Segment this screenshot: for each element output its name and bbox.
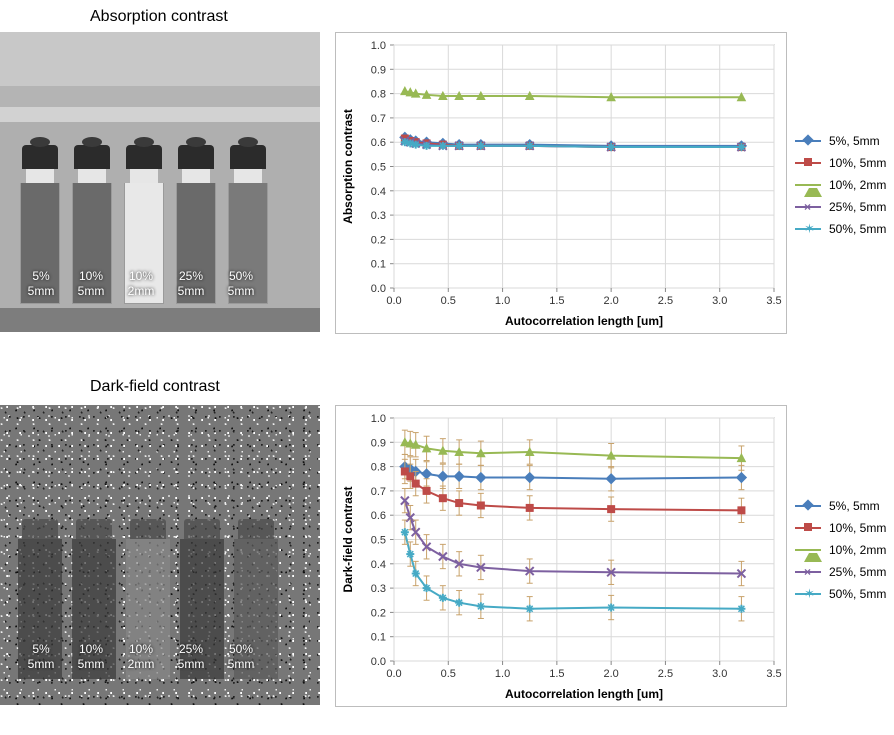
absorption-photo: 5%5mm10%5mm10%2mm25%5mm50%5mm bbox=[0, 32, 320, 332]
svg-text:1.5: 1.5 bbox=[549, 295, 564, 307]
svg-text:0.6: 0.6 bbox=[371, 510, 386, 522]
svg-text:0.5: 0.5 bbox=[441, 668, 456, 680]
svg-text:0.7: 0.7 bbox=[371, 486, 386, 498]
darkfield-legend: 5%, 5mm 10%, 5mm 10%, 2mm ×25%, 5mm✶50%, 5m… bbox=[795, 495, 886, 605]
legend-label: 50%, 5mm bbox=[829, 587, 886, 601]
legend-item: 10%, 2mm bbox=[795, 539, 886, 561]
svg-text:1.0: 1.0 bbox=[495, 295, 510, 307]
svg-text:0.4: 0.4 bbox=[371, 186, 386, 198]
darkfield-title: Dark-field contrast bbox=[90, 378, 220, 396]
legend-item: 5%, 5mm bbox=[795, 130, 886, 152]
absorption-title: Absorption contrast bbox=[90, 8, 228, 26]
svg-text:3.0: 3.0 bbox=[712, 295, 727, 307]
legend-label: 25%, 5mm bbox=[829, 200, 886, 214]
svg-text:0.5: 0.5 bbox=[441, 295, 456, 307]
svg-text:2.0: 2.0 bbox=[603, 295, 618, 307]
sample-label: 10%2mm bbox=[116, 269, 166, 299]
svg-text:0.8: 0.8 bbox=[371, 89, 386, 101]
svg-text:0.1: 0.1 bbox=[371, 632, 386, 644]
svg-text:0.0: 0.0 bbox=[386, 295, 401, 307]
sample-label: 10%5mm bbox=[66, 642, 116, 672]
svg-text:3.5: 3.5 bbox=[766, 295, 781, 307]
legend-item: 10%, 2mm bbox=[795, 174, 886, 196]
svg-text:Absorption contrast: Absorption contrast bbox=[341, 109, 355, 224]
svg-text:0.9: 0.9 bbox=[371, 64, 386, 76]
svg-text:1.0: 1.0 bbox=[371, 40, 386, 52]
svg-text:0.8: 0.8 bbox=[371, 462, 386, 474]
svg-text:0.4: 0.4 bbox=[371, 559, 386, 571]
sample-label: 25%5mm bbox=[166, 642, 216, 672]
sample-label: 50%5mm bbox=[216, 642, 266, 672]
legend-item: 10%, 5mm bbox=[795, 517, 886, 539]
svg-text:2.5: 2.5 bbox=[658, 295, 673, 307]
svg-text:0.2: 0.2 bbox=[371, 607, 386, 619]
svg-text:0.2: 0.2 bbox=[371, 234, 386, 246]
legend-item: 5%, 5mm bbox=[795, 495, 886, 517]
legend-label: 25%, 5mm bbox=[829, 565, 886, 579]
sample-label: 50%5mm bbox=[216, 269, 266, 299]
svg-text:0.0: 0.0 bbox=[386, 668, 401, 680]
absorption-chart: 0.0 0.1 0.2 0.3 0.4 0.5 0.6 0.7 0.8 0.9 1.0 0.0 0.5 1… bbox=[335, 32, 787, 334]
svg-text:0.3: 0.3 bbox=[371, 583, 386, 595]
legend-label: 5%, 5mm bbox=[829, 134, 880, 148]
absorption-legend: 5%, 5mm 10%, 5mm 10%, 2mm ×25%, 5mm✶50%, 5m… bbox=[795, 130, 886, 240]
svg-text:3.5: 3.5 bbox=[766, 668, 781, 680]
svg-text:Autocorrelation length [um]: Autocorrelation length [um] bbox=[505, 687, 663, 701]
sample-label: 10%5mm bbox=[66, 269, 116, 299]
svg-text:0.0: 0.0 bbox=[371, 656, 386, 668]
darkfield-photo: 5%5mm10%5mm10%2mm25%5mm50%5mm bbox=[0, 405, 320, 705]
svg-text:Autocorrelation length [um]: Autocorrelation length [um] bbox=[505, 314, 663, 328]
svg-text:0.0: 0.0 bbox=[371, 283, 386, 295]
darkfield-chart: 0.0 0.1 0.2 0.3 0.4 0.5 0.6 0.7 0.8 0.9 1.0 0.0 0.5 1… bbox=[335, 405, 787, 707]
legend-item: ×25%, 5mm bbox=[795, 561, 886, 583]
svg-text:0.5: 0.5 bbox=[371, 535, 386, 547]
legend-item: 10%, 5mm bbox=[795, 152, 886, 174]
svg-text:Dark-field contrast: Dark-field contrast bbox=[341, 486, 355, 592]
legend-label: 10%, 2mm bbox=[829, 178, 886, 192]
legend-label: 10%, 2mm bbox=[829, 543, 886, 557]
svg-text:2.5: 2.5 bbox=[658, 668, 673, 680]
svg-text:0.3: 0.3 bbox=[371, 210, 386, 222]
svg-text:0.7: 0.7 bbox=[371, 113, 386, 125]
svg-text:0.9: 0.9 bbox=[371, 437, 386, 449]
sample-label: 5%5mm bbox=[16, 269, 66, 299]
svg-text:1.0: 1.0 bbox=[371, 413, 386, 425]
svg-text:2.0: 2.0 bbox=[603, 668, 618, 680]
legend-item: ×25%, 5mm bbox=[795, 196, 886, 218]
svg-text:1.5: 1.5 bbox=[549, 668, 564, 680]
sample-label: 10%2mm bbox=[116, 642, 166, 672]
sample-label: 5%5mm bbox=[16, 642, 66, 672]
svg-text:3.0: 3.0 bbox=[712, 668, 727, 680]
sample-label: 25%5mm bbox=[166, 269, 216, 299]
legend-label: 5%, 5mm bbox=[829, 499, 880, 513]
legend-item: ✶50%, 5mm bbox=[795, 218, 886, 240]
legend-item: ✶50%, 5mm bbox=[795, 583, 886, 605]
svg-text:0.6: 0.6 bbox=[371, 137, 386, 149]
svg-text:0.1: 0.1 bbox=[371, 259, 386, 271]
legend-label: 50%, 5mm bbox=[829, 222, 886, 236]
legend-label: 10%, 5mm bbox=[829, 156, 886, 170]
legend-label: 10%, 5mm bbox=[829, 521, 886, 535]
svg-text:0.5: 0.5 bbox=[371, 162, 386, 174]
svg-text:1.0: 1.0 bbox=[495, 668, 510, 680]
